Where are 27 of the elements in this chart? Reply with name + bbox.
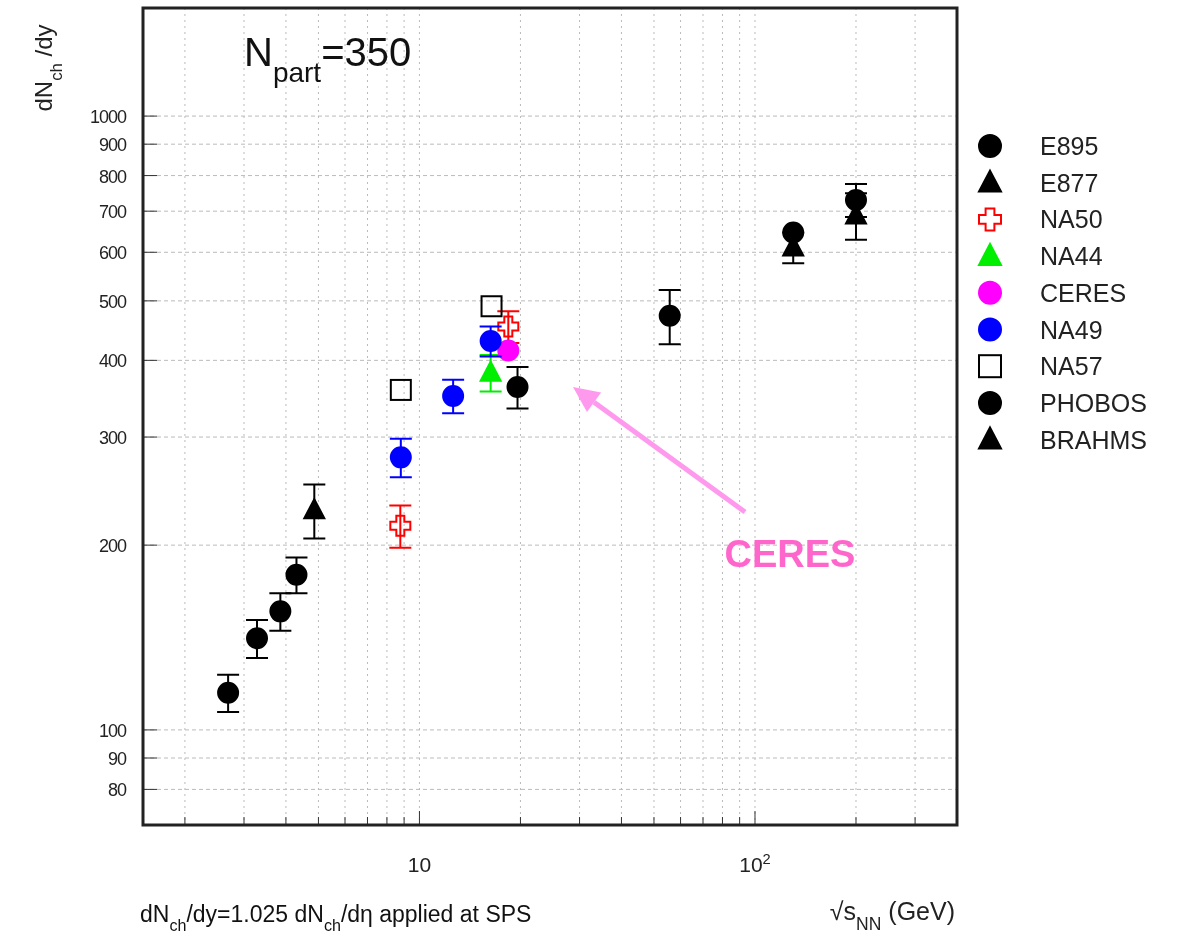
x-tick-label: 10 bbox=[407, 853, 432, 876]
y-tick-label: 90 bbox=[107, 749, 127, 769]
y-tick-label: 80 bbox=[107, 780, 127, 801]
y-tick-label: 700 bbox=[98, 202, 127, 223]
y-tick-label: 200 bbox=[98, 536, 127, 557]
legend-label: NA57 bbox=[1040, 352, 1103, 381]
y-tick-label: 600 bbox=[98, 243, 127, 264]
x-axis-title: √s$_{NN}$ (GeV) bbox=[829, 897, 955, 934]
text: dN$_{ch}$/dy=1.025 dN$_{ch}$/dη applied at SPS bbox=[140, 901, 532, 934]
legend-label: NA44 bbox=[1040, 242, 1103, 271]
annotation: CERES bbox=[724, 533, 856, 575]
y-tick-label: 900 bbox=[98, 135, 127, 156]
legend-label: E877 bbox=[1040, 168, 1099, 197]
legend-label: BRAHMS bbox=[1040, 425, 1147, 454]
legend-label: CERES bbox=[1040, 278, 1127, 307]
y-tick-label: 800 bbox=[98, 166, 127, 187]
y-tick-label: 300 bbox=[98, 428, 127, 449]
y-tick-label: 100 bbox=[98, 720, 127, 741]
y-tick-label: 500 bbox=[98, 291, 127, 312]
y-tick-label: 1000 bbox=[89, 107, 127, 128]
legend-label: NA49 bbox=[1040, 315, 1103, 344]
legend-label: PHOBOS bbox=[1040, 388, 1147, 417]
y-tick-label: 400 bbox=[98, 351, 127, 372]
annotation: N$_{part}$=350 bbox=[244, 30, 412, 88]
legend-label: NA50 bbox=[1040, 205, 1103, 234]
x-tick-label: 10$^{2}$ bbox=[739, 851, 771, 876]
legend-label: E895 bbox=[1040, 132, 1099, 160]
